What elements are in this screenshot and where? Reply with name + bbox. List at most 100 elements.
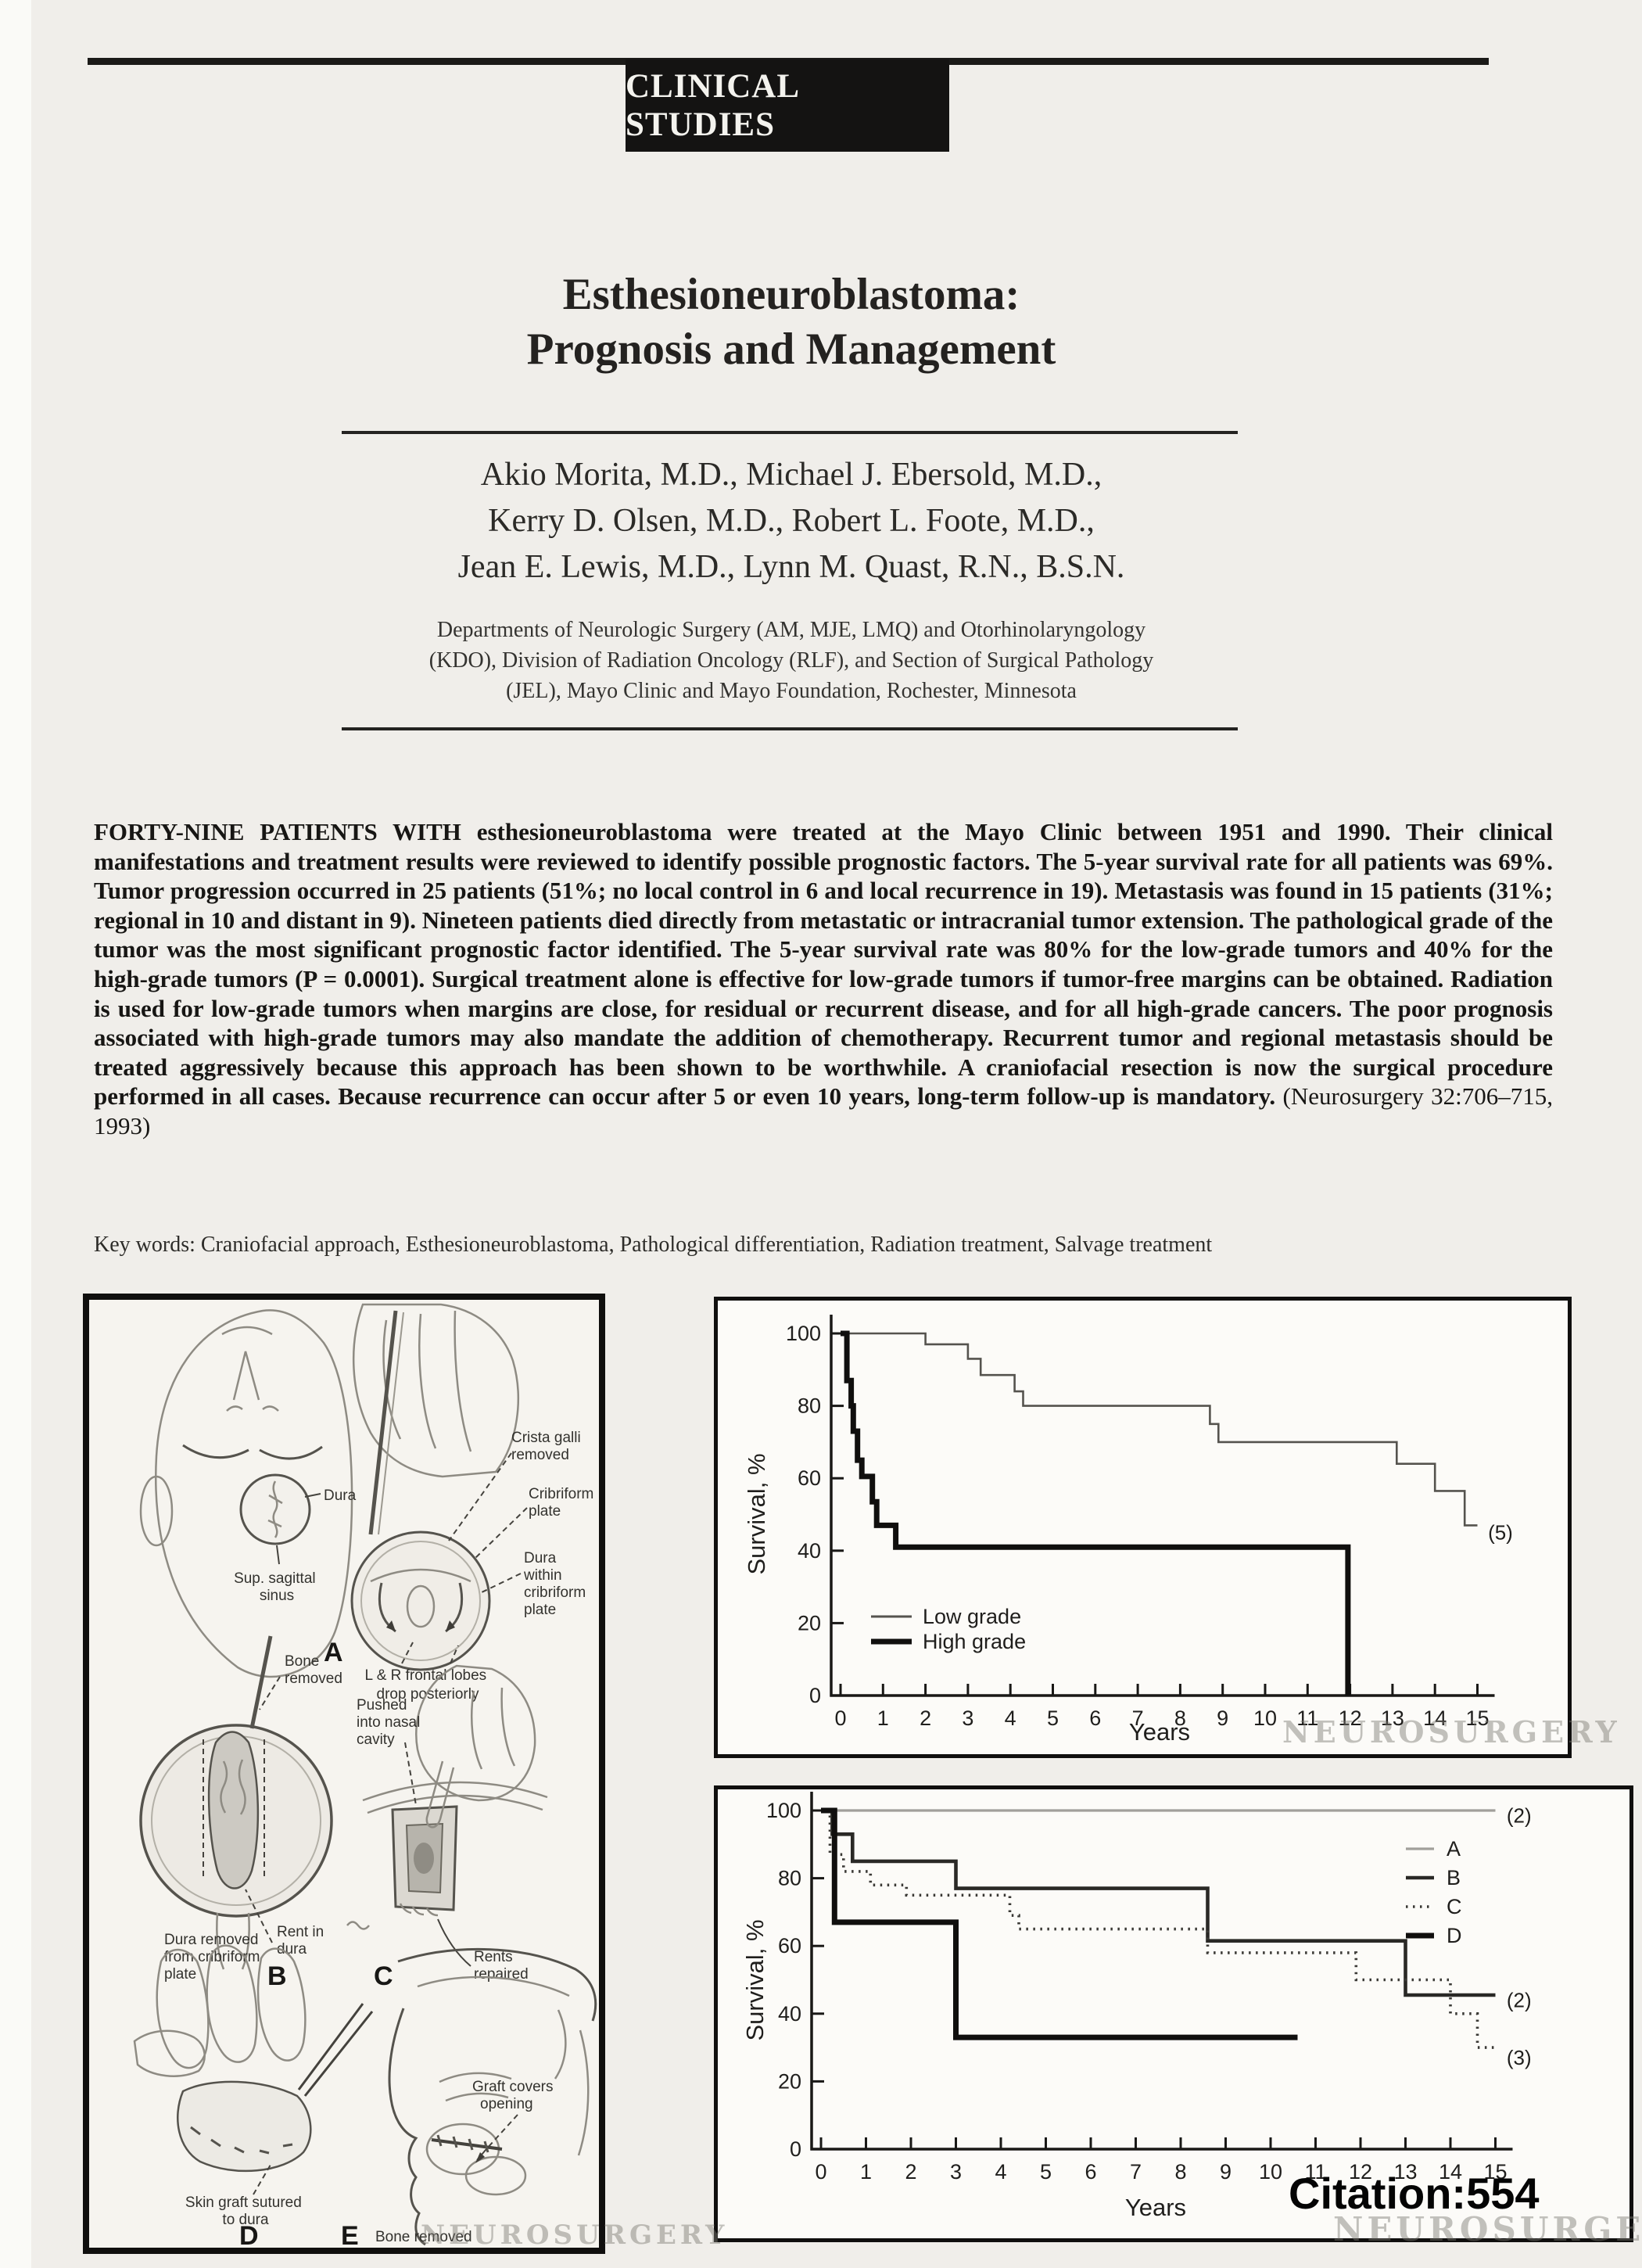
affiliation-line: (JEL), Mayo Clinic and Mayo Foundation, … bbox=[506, 679, 1077, 703]
censor-count-annotation: (2) bbox=[1507, 1803, 1532, 1827]
decorative-path bbox=[267, 1480, 283, 1538]
divider-above-authors bbox=[342, 431, 1238, 434]
x-axis-label: Years bbox=[1125, 2194, 1186, 2221]
decorative-line bbox=[304, 1493, 321, 1498]
label-rents-repaired: Rents repaired bbox=[474, 1949, 529, 1983]
panel-d: Skin graft sutured to dura D bbox=[133, 1944, 374, 2251]
decorative-tspan: dura bbox=[277, 1941, 307, 1958]
series-Low grade bbox=[841, 1332, 1478, 1527]
x-tick-label: 8 bbox=[1174, 1706, 1186, 1730]
panel-e: Graft covers opening E Bone removed bbox=[341, 1947, 597, 2251]
label-dura-within-cribriform: Dura within cribriform plate bbox=[523, 1550, 590, 1618]
x-tick-label: 14 bbox=[1439, 2160, 1462, 2184]
x-tick-label: 0 bbox=[834, 1706, 846, 1730]
decorative-polygon bbox=[386, 1620, 396, 1631]
decorative-path bbox=[182, 1444, 323, 1460]
x-tick-label: 7 bbox=[1130, 2160, 1142, 2184]
decorative-ellipse bbox=[464, 2155, 527, 2196]
decorative-path bbox=[401, 1642, 459, 1664]
decorative-path bbox=[346, 1921, 370, 1930]
decorative-tspan: repaired bbox=[474, 1966, 529, 1983]
decorative-tspan: plate bbox=[524, 1602, 556, 1618]
survival-by-grade-chart: 0 20 40 60 80 100 0 1 2 3 4 5 6 7 8 9 10 11 12 13 14 15 (5) Su… bbox=[714, 1297, 1572, 1758]
decorative-polygon bbox=[446, 1620, 455, 1631]
x-tick-label: 13 bbox=[1381, 1706, 1404, 1730]
legend-label-high-grade: High grade bbox=[923, 1630, 1026, 1653]
x-tick-label: 2 bbox=[920, 1706, 931, 1730]
decorative-tspan: to dura bbox=[222, 2212, 269, 2228]
decorative-path bbox=[475, 1507, 528, 1559]
legend: Low grade High grade bbox=[871, 1605, 1026, 1653]
keywords-line: Key words: Craniofacial approach, Esthes… bbox=[94, 1233, 1213, 1257]
journal-citation: (Neurosurgery 32:706–715, 1993) bbox=[94, 1082, 1553, 1139]
decorative-path bbox=[471, 1687, 516, 1770]
decorative-tspan: Pushed bbox=[357, 1697, 407, 1714]
decorative-ellipse bbox=[406, 1584, 436, 1628]
divider-below-affiliations bbox=[342, 727, 1238, 730]
decorative-tspan: cavity bbox=[357, 1732, 395, 1748]
decorative-polygon bbox=[475, 2152, 485, 2163]
affiliation-line: Departments of Neurologic Surgery (AM, M… bbox=[436, 618, 1146, 642]
label-rent-in-dura: Rent in dura bbox=[277, 1924, 328, 1958]
decorative-path bbox=[399, 1903, 439, 1917]
decorative-path bbox=[404, 1742, 417, 1806]
decorative-tspan: Dura removed bbox=[164, 1932, 258, 1948]
decorative-tspan: removed bbox=[511, 1447, 569, 1463]
section-banner: CLINICAL STUDIES bbox=[626, 59, 949, 152]
y-tick-label: 80 bbox=[798, 1394, 821, 1418]
decorative-path bbox=[417, 1976, 570, 1997]
decorative-path bbox=[221, 1326, 273, 1336]
panel-a: Dura Sup. sagittal sinus Crista galli re… bbox=[139, 1303, 593, 1703]
decorative-path bbox=[226, 1351, 279, 1412]
x-tick-label: 5 bbox=[1040, 2160, 1052, 2184]
decorative-tspan: plate bbox=[164, 1966, 196, 1983]
legend: A B C D bbox=[1406, 1837, 1462, 1947]
label-dura: Dura bbox=[324, 1487, 357, 1504]
y-tick-label: 0 bbox=[809, 1684, 821, 1707]
section-label: CLINICAL STUDIES bbox=[626, 68, 798, 143]
decorative-path bbox=[388, 2008, 426, 2246]
decorative-path bbox=[382, 1310, 472, 1452]
decorative-path bbox=[425, 1760, 455, 1828]
decorative-path bbox=[415, 1664, 536, 1802]
x-tick-label: 15 bbox=[1483, 2160, 1507, 2184]
label-skin-graft: Skin graft sutured to dura bbox=[185, 2194, 306, 2228]
x-tick-label: 7 bbox=[1132, 1706, 1144, 1730]
x-tick-label: 1 bbox=[860, 2160, 872, 2184]
decorative-path bbox=[253, 2164, 271, 2195]
decorative-circle bbox=[360, 1541, 481, 1661]
legend-label-b: B bbox=[1447, 1866, 1461, 1889]
x-tick-label: 0 bbox=[815, 2160, 826, 2184]
y-tick-label: 0 bbox=[790, 2137, 801, 2161]
y-tick-label: 40 bbox=[778, 2002, 801, 2026]
decorative-path bbox=[133, 2029, 206, 2077]
decorative-tspan: removed bbox=[285, 1670, 342, 1687]
x-tick-label: 14 bbox=[1423, 1706, 1447, 1730]
decorative-tspan: Graft covers bbox=[472, 2079, 553, 2095]
x-tick-label: 15 bbox=[1465, 1706, 1489, 1730]
decorative-path bbox=[156, 1948, 210, 2069]
y-tick-label: 40 bbox=[798, 1539, 821, 1563]
abstract-text: FORTY-NINE PATIENTS WITH esthesioneurobl… bbox=[94, 818, 1553, 1111]
label-graft-covers: Graft covers opening bbox=[472, 2079, 557, 2112]
decorative-path bbox=[370, 1568, 471, 1583]
panel-b: Bone removed Dura removed from cribrifor… bbox=[139, 1635, 342, 1991]
x-tick-label: 11 bbox=[1296, 1706, 1318, 1730]
legend-label-a: A bbox=[1447, 1837, 1461, 1861]
y-tick-label: 20 bbox=[798, 1611, 821, 1635]
decorative-tspan: Bone bbox=[285, 1653, 319, 1670]
label-crista-galli: Crista galli removed bbox=[511, 1430, 585, 1463]
survival-by-stage-chart: 0 20 40 60 80 100 0 1 2 3 4 5 6 7 8 9 10 11 12 13 14 15 (2) (2)… bbox=[714, 1785, 1633, 2242]
censor-count-annotation: (3) bbox=[1507, 2046, 1532, 2069]
neurosurgery-watermark: NEUROSURGERY bbox=[421, 2220, 729, 2251]
x-tick-label: 8 bbox=[1174, 2160, 1186, 2184]
decorative-tspan: Sup. sagittal bbox=[234, 1570, 316, 1587]
x-tick-label: 12 bbox=[1349, 2160, 1372, 2184]
x-tick-label: 6 bbox=[1089, 1706, 1101, 1730]
decorative-line bbox=[368, 1310, 398, 1535]
y-axis-label: Survival, % bbox=[741, 1919, 769, 2040]
decorative-path bbox=[554, 2009, 590, 2156]
page-title: Esthesioneuroblastoma: Prognosis and Man… bbox=[0, 267, 1583, 377]
